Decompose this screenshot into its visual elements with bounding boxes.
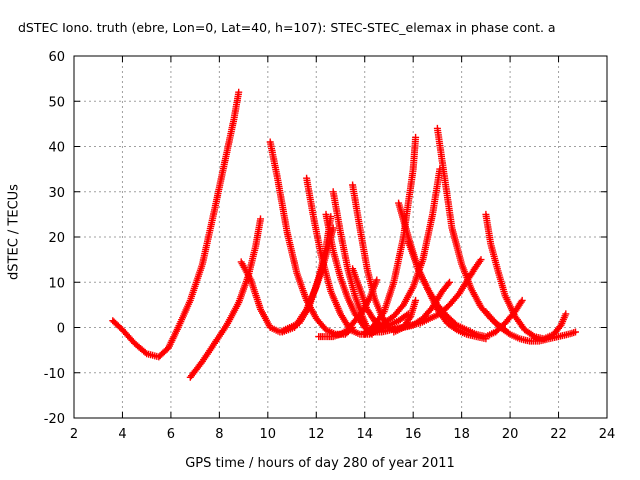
series-13 <box>361 165 444 336</box>
x-tick-label: 8 <box>215 427 223 442</box>
series-16 <box>433 124 579 345</box>
y-tick-label: -20 <box>44 412 65 427</box>
y-tick-label: 10 <box>48 276 65 291</box>
series-10 <box>315 276 381 341</box>
series-1 <box>186 215 264 381</box>
x-axis-label: GPS time / hours of day 280 of year 2011 <box>185 456 455 471</box>
x-tick-label: 14 <box>356 427 373 442</box>
point-markers <box>278 224 337 336</box>
x-tick-label: 6 <box>167 427 175 442</box>
point-markers <box>482 210 570 343</box>
y-tick-label: 20 <box>48 231 65 246</box>
y-tick-label: 60 <box>48 50 65 65</box>
plot-frame <box>73 55 608 419</box>
y-tick-label: 30 <box>48 186 65 201</box>
point-markers <box>433 124 579 345</box>
x-tick-label: 2 <box>70 427 78 442</box>
x-tick-label: 4 <box>118 427 126 442</box>
x-tick-label: 18 <box>453 427 470 442</box>
series-7 <box>278 224 337 336</box>
series-18 <box>482 210 570 343</box>
chart-title: dSTEC Iono. truth (ebre, Lon=0, Lat=40, … <box>18 20 556 35</box>
point-markers <box>361 165 444 336</box>
x-tick-label: 16 <box>405 427 422 442</box>
point-markers <box>186 215 264 381</box>
point-markers <box>315 276 381 341</box>
x-tick-label: 10 <box>260 427 277 442</box>
data-points <box>109 88 579 381</box>
x-tick-label: 12 <box>308 427 325 442</box>
x-tick-label: 24 <box>599 427 616 442</box>
series-0 <box>109 88 243 361</box>
point-markers <box>482 308 509 334</box>
y-axis-label: dSTEC / TECUs <box>6 184 22 280</box>
point-markers <box>266 138 357 338</box>
series-3 <box>266 138 357 338</box>
y-tick-label: -10 <box>44 367 65 382</box>
y-tick-label: 40 <box>48 141 65 156</box>
y-tick-label: 0 <box>57 322 65 337</box>
y-tick-label: 50 <box>48 95 65 110</box>
point-markers <box>109 88 243 361</box>
x-tick-label: 22 <box>550 427 567 442</box>
x-tick-label: 20 <box>502 427 519 442</box>
series-19 <box>482 308 509 334</box>
